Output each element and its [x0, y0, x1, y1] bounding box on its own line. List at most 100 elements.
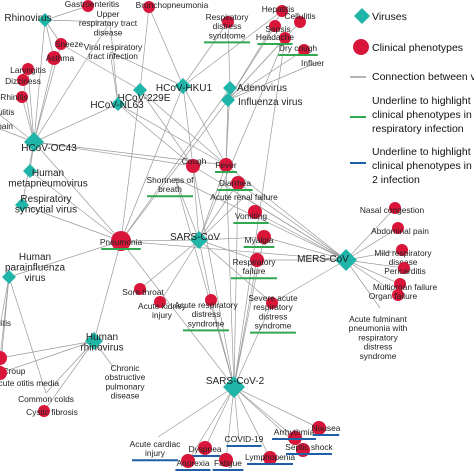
virus-label: Human: [86, 332, 118, 343]
phenotype-node-nausea: Nausea: [312, 421, 341, 436]
virus-label: Respiratory: [20, 194, 71, 205]
edge-sars-arf: [198, 196, 245, 241]
virus-node-229e: HCoV-229E: [118, 83, 171, 104]
edge-sars-headache: [198, 37, 286, 241]
virus-node-sars: SARS-CoV: [170, 231, 220, 249]
phenotype-node-commoncolds: Common colds: [18, 394, 74, 404]
phenotype-label: pain: [0, 121, 13, 131]
phenotype-label: tract infection: [88, 51, 138, 61]
phenotype-dot-icon: [111, 231, 131, 251]
edge-229e-broncho: [139, 6, 150, 91]
virus-label: Influenza virus: [238, 97, 302, 108]
phenotype-label: Arrhythmia: [274, 427, 315, 437]
virus-label: HCoV-OC43: [21, 143, 77, 154]
phenotype-label: Respiratory: [233, 257, 277, 267]
phenotype-dot-icon: [389, 202, 401, 214]
edge-oc43-cough: [33, 141, 194, 167]
edge-nl63-fever: [117, 103, 227, 166]
phenotype-label: Shortness of: [146, 175, 194, 185]
edge-oc43-urti: [33, 21, 111, 143]
phenotype-label: syndrome: [188, 318, 225, 328]
phenotype-node-diarrhea: Diarrhea: [217, 176, 253, 191]
edge-nl63-urti: [109, 21, 119, 105]
edge-mers-abdominal: [345, 227, 399, 261]
phenotype-node-iculitis: iculitis: [0, 107, 14, 117]
edge-mers-organ: [345, 259, 399, 296]
virus-diamond-icon: [133, 83, 147, 97]
edge-mers-sob: [174, 177, 347, 261]
phenotype-label: iculitis: [0, 107, 14, 117]
phenotype-label: Nasal congestion: [360, 205, 425, 215]
edge-hpiv-commoncolds: [8, 276, 47, 394]
phenotype-label: Sneeze: [55, 39, 84, 49]
edge-hku1-broncho: [148, 6, 184, 87]
phenotype-node-headache: Headache: [256, 32, 295, 45]
virus-diamond-icon: [111, 97, 125, 111]
edge-mers-fever: [225, 164, 347, 261]
edge-oc43-asthma: [33, 57, 55, 143]
phenotype-node-arf: Acute renal failure: [210, 192, 278, 202]
phenotype-dot-icon: [82, 0, 94, 12]
phenotype-label: injury: [145, 448, 166, 458]
edge-hrv-pneumonia: [93, 240, 122, 342]
phenotype-dot-icon: [279, 32, 291, 44]
virus-diamond-icon: [15, 198, 29, 212]
edge-hrv-aom: [0, 340, 95, 374]
edge-hku1-vrti: [109, 51, 184, 87]
edge-mers-sards: [271, 259, 347, 304]
phenotype-label: Dyspnea: [188, 444, 221, 454]
phenotype-node-pneumonia: Pneumonia: [100, 231, 143, 251]
phenotype-label: Acute respiratory: [174, 300, 238, 310]
phenotype-dot-icon: [16, 91, 28, 103]
phenotype-dot-icon: [181, 454, 195, 468]
phenotype-dot-icon: [398, 262, 410, 274]
phenotype-label: Cystic fibrosis: [26, 407, 78, 417]
phenotype-label: Croup: [3, 366, 26, 376]
edge-sars2-cough: [192, 165, 235, 388]
phenotype-label: injury: [152, 310, 173, 320]
edge-nl63-oc43: [33, 103, 119, 143]
phenotype-label: syndrome: [360, 351, 397, 361]
edge-sars2-nausea: [233, 386, 320, 429]
phenotype-node-rhinitis: Rhinitis: [0, 91, 28, 103]
virus-label: Human: [19, 252, 51, 263]
phenotype-label: pneumonia with: [349, 323, 408, 333]
phenotype-label: respiratory: [253, 302, 293, 312]
edge-sars2-lymphopenia: [233, 386, 271, 459]
edge-layer: [0, 5, 405, 462]
phenotype-dot-icon: [134, 283, 146, 295]
edge-sars2-pneumonia: [120, 240, 235, 388]
phenotype-label: Headache: [256, 32, 295, 42]
phenotype-dot-icon: [269, 20, 281, 32]
virus-node-adeno: Adenovirus: [223, 81, 287, 95]
edge-sars2-fever: [225, 164, 235, 388]
edge-hrv-commoncolds: [45, 340, 95, 394]
phenotype-node-hepatitis: Hepatitis: [262, 4, 294, 17]
edge-rhino1-oc43: [33, 19, 46, 143]
phenotype-node-dyspnea: Dyspnea: [188, 441, 222, 457]
edge-nl63-vrti: [109, 51, 119, 105]
edge-sars-cough: [192, 165, 200, 241]
phenotype-dot-icon: [47, 51, 61, 65]
virus-label: Rhinovirus: [4, 13, 51, 24]
phenotype-dot-icon: [394, 278, 406, 290]
edge-sars2-sob: [174, 177, 235, 388]
phenotype-label: Diarrhea: [219, 178, 251, 188]
virus-node-flu: Influenza virus: [221, 93, 302, 108]
virus-label: HCoV-NL63: [90, 100, 144, 111]
phenotype-label: Organ failure: [369, 291, 418, 301]
legend-clinical-label: Clinical phenotypes: [372, 42, 463, 54]
virus-label: HCoV-229E: [118, 93, 171, 104]
virus-diamond-icon: [190, 231, 208, 249]
phenotype-label: Nausea: [312, 423, 341, 433]
edge-sars2-sards: [233, 302, 273, 388]
